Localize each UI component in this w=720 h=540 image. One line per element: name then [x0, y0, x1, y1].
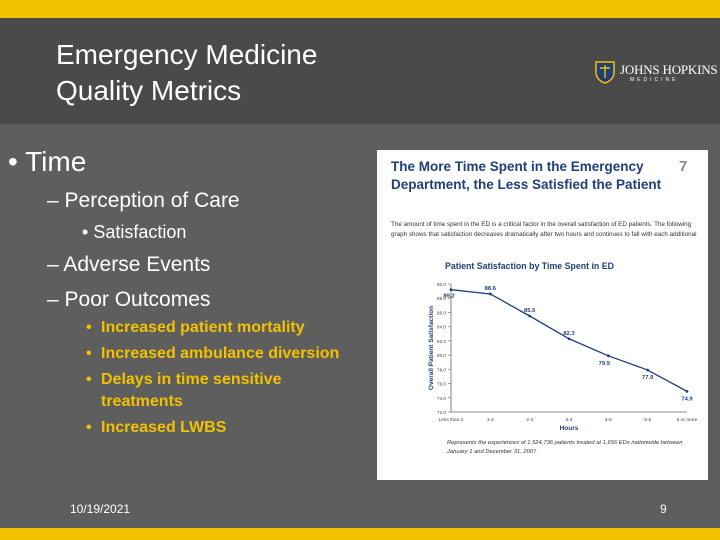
bullet-adverse-events: – Adverse Events	[47, 253, 211, 276]
outcome-label: Increased patient mortality	[101, 319, 305, 336]
bullet-poor-outcomes: – Poor Outcomes	[47, 288, 211, 311]
slide-title-line2: Quality Metrics	[56, 75, 242, 106]
x-axis-label: Hours	[560, 425, 579, 432]
panel-title: The More Time Spent in the Emergency Dep…	[391, 158, 681, 194]
data-label: 88.6	[485, 286, 497, 292]
logo-name: JOHNS HOPKINS	[620, 62, 718, 77]
data-point	[528, 314, 532, 318]
data-point	[488, 292, 492, 296]
y-tick-label: 72.0	[437, 410, 446, 415]
bullet-poor-label: Poor Outcomes	[64, 288, 211, 311]
bullet-satisfaction: • Satisfaction	[82, 222, 187, 242]
bullet-perception: – Perception of Care	[47, 189, 240, 212]
data-point	[449, 288, 453, 292]
outcome-label: Increased ambulance diversion	[101, 345, 340, 362]
x-tick-label: Less than 1	[439, 417, 464, 423]
y-tick-label: 74.0	[437, 396, 446, 401]
bottom-accent-bar	[0, 528, 720, 540]
y-tick-label: 90.0	[437, 282, 446, 287]
data-label: 77.9	[642, 375, 654, 381]
data-label: 79.9	[599, 361, 611, 367]
bullet-perception-label: Perception of Care	[64, 189, 240, 212]
x-tick-label: 2-3	[526, 417, 533, 423]
x-tick-label: 6 or more	[677, 417, 698, 423]
y-tick-label: 84.0	[437, 325, 446, 330]
data-point	[606, 354, 610, 358]
top-accent-bar	[0, 0, 720, 18]
y-tick-label: 76.0	[437, 382, 446, 387]
bullet-adverse-label: Adverse Events	[63, 253, 211, 276]
satisfaction-chart: 90.0 88.0 86.0 84.0 82.0 80.0 78.0 76.0 74.0 72.0…	[428, 282, 698, 432]
panel-description: The amount of time spent in the ED is a …	[391, 221, 697, 238]
data-label: 82.3	[563, 331, 575, 337]
y-axis-label: Overall Patient Satisfaction	[428, 306, 435, 390]
bullet-satisfaction-label: Satisfaction	[93, 222, 187, 242]
y-tick-label: 82.0	[437, 339, 446, 344]
data-point	[646, 368, 650, 372]
y-tick-label: 88.0	[437, 296, 446, 301]
slide-date: 10/19/2021	[70, 502, 131, 516]
bullet-time-label: Time	[25, 146, 87, 177]
data-label: 74.9	[681, 396, 693, 402]
x-tick-label: 4-5	[605, 417, 612, 423]
slide-page-number: 9	[660, 502, 667, 516]
data-label: 85.5	[524, 308, 536, 314]
data-label: 89.2	[443, 294, 454, 300]
data-point	[567, 337, 571, 341]
x-tick-label: 3-4	[566, 417, 573, 423]
y-tick-label: 86.0	[437, 310, 446, 315]
outcome-label: Increased LWBS	[101, 419, 227, 436]
slide-title: Emergency Medicine Quality Metrics	[56, 37, 416, 109]
panel-number: 7	[679, 158, 688, 175]
data-point	[685, 389, 689, 393]
x-tick-label: 1-2	[487, 417, 494, 423]
outcome-label: Delays in time sensitive treatments	[101, 371, 282, 410]
chart-panel: The More Time Spent in the Emergency Dep…	[377, 150, 708, 480]
y-tick-label: 78.0	[437, 367, 446, 372]
y-tick-label: 80.0	[437, 353, 446, 358]
panel-title-line1: The More Time Spent in the Emergency	[391, 159, 644, 174]
bullet-time: • Time	[8, 146, 87, 177]
panel-title-line2: Department, the Less Satisfied the Patie…	[391, 177, 662, 192]
shield-icon	[595, 61, 615, 84]
x-tick-label: 5-6	[644, 417, 651, 423]
chart-title: Patient Satisfaction by Time Spent in ED	[445, 261, 614, 271]
chart-note: Represents the experiences of 1,524,736 …	[447, 440, 683, 455]
logo-sub: MEDICINE	[630, 77, 679, 83]
johns-hopkins-logo: JOHNS HOPKINS MEDICINE	[594, 58, 718, 88]
slide-title-line1: Emergency Medicine	[56, 39, 318, 70]
